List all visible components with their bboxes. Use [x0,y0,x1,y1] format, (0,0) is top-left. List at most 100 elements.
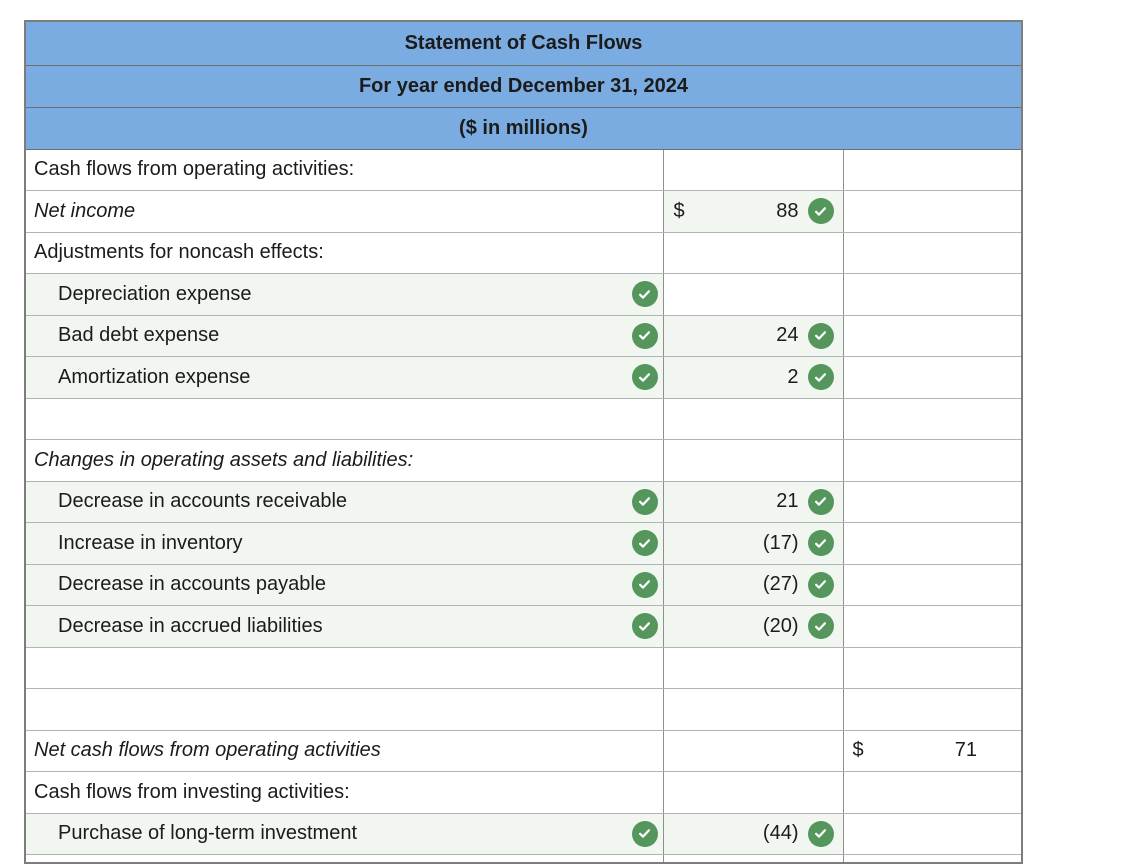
row-label-cell: Adjustments for noncash effects: [24,231,664,274]
row-label: Increase in inventory [58,531,243,554]
row-label-cell: Net income [24,190,664,233]
amount-cell[interactable]: (44) [662,812,844,855]
total-cell [842,480,1023,523]
row-label-cell[interactable]: Bad debt expense [24,314,664,357]
total-cell: $71 [842,729,1023,772]
amount-value: 21 [776,490,799,513]
total-cell [842,854,1023,863]
row-label-cell: Cash flows from investing activities: [24,771,664,814]
table-row [24,397,1023,440]
check-icon [807,364,834,391]
statement-period: For year ended December 31, 2024 [24,64,1023,108]
check-icon [631,571,658,598]
amount-cell[interactable]: 2 [662,356,844,399]
row-label-cell[interactable]: Purchase of long-term investment [24,812,664,855]
amount-cell[interactable]: (17) [662,522,844,565]
check-icon [807,571,834,598]
row-label: Cash flows from investing activities: [34,780,350,803]
row-label-cell [24,688,664,731]
amount-cell [662,397,844,440]
amount-cell [662,148,844,191]
header-row-period: For year ended December 31, 2024 [24,64,1023,108]
table-row: Net cash flows from operating activities… [24,729,1023,772]
table-row [24,646,1023,689]
amount-cell [662,854,844,863]
header-row-units: ($ in millions) [24,106,1023,150]
amount-cell[interactable]: 24 [662,314,844,357]
row-label-cell: Changes in operating assets and liabilit… [24,439,664,482]
total-cell [842,439,1023,482]
row-label-cell [24,646,664,689]
worksheet: Statement of Cash Flows For year ended D… [24,20,1023,864]
amount-cell[interactable]: $88 [662,190,844,233]
table-row: Purchase of long-term investment (44) [24,812,1023,855]
total-cell [842,397,1023,440]
total-cell [842,771,1023,814]
amount-value: 24 [776,324,799,347]
check-icon [631,820,658,847]
dollar-sign: $ [673,199,685,222]
total-cell [842,273,1023,316]
total-cell [842,563,1023,606]
row-label-cell[interactable]: Decrease in accounts receivable [24,480,664,523]
total-cell [842,148,1023,191]
amount-cell [662,231,844,274]
check-icon [807,530,834,557]
row-label: Net cash flows from operating activities [34,739,381,762]
table-row: Decrease in accounts payable (27) [24,563,1023,606]
check-icon [807,820,834,847]
amount-cell [662,771,844,814]
table-row: Bad debt expense 24 [24,314,1023,357]
table-row-partial [24,854,1023,863]
total-cell [842,646,1023,689]
header-row-title: Statement of Cash Flows [24,20,1023,66]
check-icon [807,198,834,225]
row-label-cell[interactable]: Depreciation expense [24,273,664,316]
row-label-cell[interactable]: Decrease in accrued liabilities [24,605,664,648]
table-row: Adjustments for noncash effects: [24,231,1023,274]
check-icon [631,488,658,515]
amount-cell [662,439,844,482]
total-cell [842,314,1023,357]
row-label-cell: Cash flows from operating activities: [24,148,664,191]
amount-cell [662,688,844,731]
statement-units: ($ in millions) [24,106,1023,150]
table-row [24,688,1023,731]
total-cell [842,688,1023,731]
total-cell [842,605,1023,648]
amount-value: 88 [776,199,799,222]
check-icon [631,613,658,640]
table-row: Amortization expense 2 [24,356,1023,399]
table-row: Decrease in accrued liabilities (20) [24,605,1023,648]
row-label-cell: Net cash flows from operating activities [24,729,664,772]
statement-body: Cash flows from operating activities: Net… [24,148,1023,863]
row-label: Bad debt expense [58,324,220,347]
amount-value: (20) [762,614,799,637]
amount-cell[interactable]: (20) [662,605,844,648]
row-label: Purchase of long-term investment [58,822,358,845]
amount-cell[interactable]: (27) [662,563,844,606]
amount-value: (44) [762,822,799,845]
row-label-cell[interactable]: Increase in inventory [24,522,664,565]
row-label: Changes in operating assets and liabilit… [34,448,414,471]
table-row: Decrease in accounts receivable 21 [24,480,1023,523]
row-label-cell [24,397,664,440]
check-icon [631,322,658,349]
row-label-cell[interactable]: Decrease in accounts payable [24,563,664,606]
row-label: Decrease in accounts receivable [58,490,348,513]
amount-cell [662,273,844,316]
amount-cell[interactable]: 21 [662,480,844,523]
table-row: Depreciation expense [24,273,1023,316]
amount-value: 2 [787,365,799,388]
row-label: Decrease in accrued liabilities [58,614,323,637]
row-label-cell[interactable]: Amortization expense [24,356,664,399]
total-cell [842,190,1023,233]
total-cell [842,356,1023,399]
check-icon [631,530,658,557]
amount-cell [662,729,844,772]
row-label: Net income [34,199,136,222]
amount-value: (27) [762,573,799,596]
total-cell [842,812,1023,855]
table-row: Increase in inventory (17) [24,522,1023,565]
total-cell [842,231,1023,274]
